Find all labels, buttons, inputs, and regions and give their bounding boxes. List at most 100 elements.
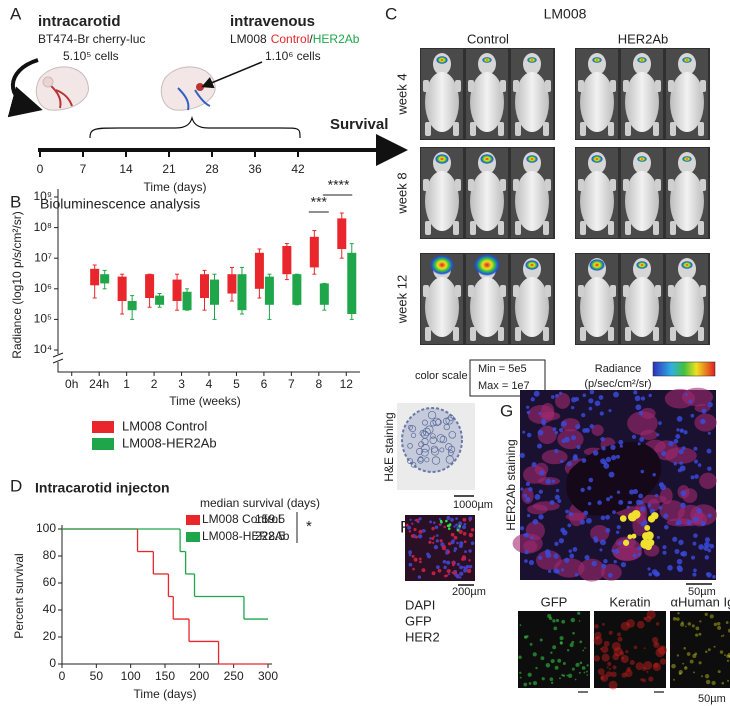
box (100, 274, 110, 284)
nucleus (538, 489, 543, 494)
nucleus (519, 452, 525, 458)
nucleus (583, 510, 589, 516)
signal (677, 612, 680, 615)
cell (462, 517, 467, 522)
mouse-leg (513, 179, 519, 191)
signal (518, 655, 522, 660)
nucleus (540, 418, 547, 425)
label: Max = 1e7 (478, 380, 530, 392)
signal (552, 645, 557, 650)
nucleus (614, 548, 620, 555)
signal (682, 662, 685, 665)
tissue-texture (417, 456, 424, 462)
cell (453, 547, 458, 551)
signal (726, 654, 730, 658)
nucleus (662, 550, 667, 555)
signal (680, 622, 685, 627)
mouse-leg (470, 221, 476, 235)
mouse-body (670, 277, 704, 337)
tissue-texture (432, 417, 441, 427)
nucleus (619, 444, 623, 448)
cell (429, 537, 432, 540)
cell (432, 541, 435, 544)
mouse-body (515, 277, 549, 337)
signal (603, 640, 610, 647)
label: color scale (415, 370, 468, 382)
signal (726, 659, 730, 662)
nucleus (637, 552, 641, 557)
signal (602, 622, 605, 626)
cell (462, 531, 467, 536)
tissue-region (554, 558, 585, 578)
mouse-leg (610, 80, 616, 92)
signal (727, 628, 730, 633)
nucleus (582, 393, 587, 398)
signal (572, 631, 575, 635)
tissue-texture (448, 431, 457, 439)
label-part: Control (271, 32, 310, 46)
scale-label: 50µm (698, 693, 726, 705)
mouse-leg (468, 80, 474, 92)
group-label: HER2Ab (618, 31, 669, 46)
nucleus (589, 389, 595, 395)
cell (418, 530, 422, 534)
mouse-head (678, 152, 696, 174)
cell (443, 525, 446, 529)
nucleus (663, 513, 669, 519)
panel-label: HER2Ab staining (504, 439, 518, 530)
cell (437, 568, 442, 573)
label: Radiance (595, 363, 641, 375)
signal (678, 672, 682, 675)
nucleus (600, 436, 605, 442)
nucleus (674, 548, 680, 554)
nucleus (658, 421, 662, 425)
her2-signal (631, 509, 641, 519)
nucleus (609, 495, 613, 499)
tissue-texture (447, 414, 454, 421)
x-tick-label: 0h (65, 377, 78, 391)
nucleus (637, 546, 642, 551)
mouse-body (625, 171, 659, 231)
nucleus (673, 461, 678, 466)
nucleus (639, 500, 644, 505)
mouse-leg (455, 285, 461, 297)
signal (672, 616, 677, 621)
nucleus (537, 429, 544, 436)
nucleus (638, 493, 644, 499)
box (155, 295, 165, 305)
bioluminescence-spot (436, 56, 448, 64)
x-tick-label: 250 (224, 669, 244, 683)
signal (646, 670, 649, 674)
signal (554, 665, 559, 670)
nucleus (707, 431, 711, 435)
nucleus (647, 567, 651, 571)
nucleus (640, 506, 646, 512)
her2-signal (647, 539, 655, 547)
nucleus (599, 411, 604, 416)
signal (620, 654, 629, 664)
nucleus (707, 401, 713, 408)
cell (446, 568, 451, 574)
nucleus (633, 554, 637, 558)
mouse-leg (668, 179, 674, 191)
panel-letter: D (10, 476, 22, 495)
chart-title: Intracarotid injecton (35, 480, 170, 496)
legend-swatch (186, 532, 200, 542)
x-tick-label: 5 (233, 377, 240, 391)
x-axis-label: Time (weeks) (169, 394, 241, 408)
box (347, 252, 357, 315)
nucleus (524, 559, 528, 563)
nucleus (611, 455, 617, 461)
label: 1.10⁶ cells (265, 49, 321, 63)
signal (571, 640, 575, 644)
nucleus (613, 391, 619, 398)
significance: **** (328, 177, 350, 193)
cell (438, 523, 441, 526)
signal (593, 655, 601, 662)
nucleus (528, 559, 535, 566)
signal (547, 613, 552, 619)
signal (601, 645, 609, 654)
nucleus (527, 514, 531, 518)
label: LM008 Control/HER2Ab (230, 32, 360, 46)
bioluminescence-spot (525, 260, 539, 270)
